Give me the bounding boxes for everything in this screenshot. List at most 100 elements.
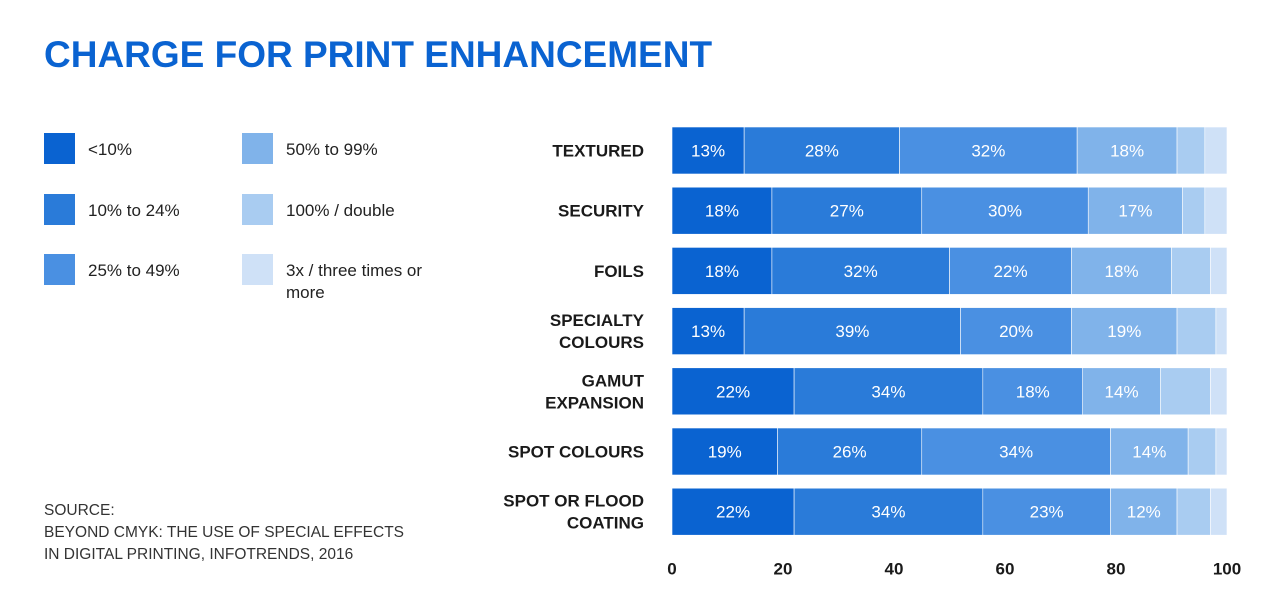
legend-label: 3x / three times or more bbox=[286, 261, 423, 302]
bar-segment bbox=[960, 307, 1072, 355]
data-label: 18% bbox=[705, 202, 739, 221]
bar-segment bbox=[1076, 126, 1178, 175]
data-label: 13% bbox=[691, 142, 725, 161]
x-tick-label: 60 bbox=[996, 559, 1015, 578]
category-label: COATING bbox=[567, 514, 644, 533]
data-label: 19% bbox=[708, 443, 742, 462]
bar-segment bbox=[1210, 487, 1228, 536]
data-label: 32% bbox=[844, 262, 878, 281]
data-label: 14% bbox=[1132, 443, 1166, 462]
legend-swatch bbox=[242, 194, 273, 225]
bar-segment bbox=[793, 367, 984, 416]
legend-item-25-49: 25% to 49% bbox=[44, 254, 238, 285]
bar-segment bbox=[921, 427, 1111, 476]
bar-segment bbox=[1160, 367, 1211, 416]
stacked-bar-chart: TEXTURED 13% 28% 32% 18% SECURITY 18% 27% 30% 17%… bbox=[503, 126, 1241, 578]
data-label: 14% bbox=[1105, 382, 1139, 401]
data-label: 34% bbox=[871, 503, 905, 522]
bar-segment bbox=[1215, 307, 1228, 355]
bar-segment bbox=[1204, 126, 1228, 175]
data-label: 27% bbox=[830, 202, 864, 221]
data-label: 22% bbox=[716, 503, 750, 522]
data-label: 18% bbox=[1105, 262, 1139, 281]
source-line: SOURCE: bbox=[44, 502, 115, 519]
category-label: SPOT OR FLOOD bbox=[503, 492, 644, 511]
bar-segment bbox=[671, 307, 745, 355]
bar-segment bbox=[1182, 186, 1206, 235]
category-label: EXPANSION bbox=[545, 393, 644, 412]
source-line: IN DIGITAL PRINTING, INFOTRENDS, 2016 bbox=[44, 546, 354, 563]
bar-segment bbox=[1087, 186, 1183, 235]
x-tick-label: 80 bbox=[1107, 559, 1126, 578]
bar-segment bbox=[1215, 427, 1228, 476]
category-label: SPECIALTY bbox=[550, 311, 645, 330]
data-label: 28% bbox=[805, 142, 839, 161]
bar-segment bbox=[771, 186, 923, 235]
legend-swatch bbox=[44, 254, 75, 285]
legend-swatch bbox=[44, 133, 75, 164]
x-tick-label: 100 bbox=[1213, 559, 1241, 578]
bar-segment bbox=[1176, 307, 1217, 355]
legend-swatch bbox=[242, 254, 273, 285]
bar-segment bbox=[1210, 367, 1228, 416]
bar-segment bbox=[671, 186, 773, 235]
legend-label: 50% to 99% bbox=[286, 140, 378, 159]
source-line: BEYOND CMYK: THE USE OF SPECIAL EFFECTS bbox=[44, 524, 405, 541]
data-label: 22% bbox=[994, 262, 1028, 281]
data-label: 12% bbox=[1127, 503, 1161, 522]
data-label: 22% bbox=[716, 382, 750, 401]
chart-title: CHARGE FOR PRINT ENHANCEMENT bbox=[44, 34, 713, 75]
bar-segment bbox=[777, 427, 923, 476]
data-label: 13% bbox=[691, 322, 725, 341]
legend: <10% 10% to 24% 25% to 49% 50% to 99% 10… bbox=[44, 133, 464, 313]
x-tick-label: 20 bbox=[774, 559, 793, 578]
source-note: SOURCE: BEYOND CMYK: THE USE OF SPECIAL … bbox=[44, 500, 404, 566]
bar-segment bbox=[982, 487, 1111, 536]
legend-item-10-24: 10% to 24% bbox=[44, 194, 238, 225]
legend-item-50-99: 50% to 99% bbox=[242, 133, 436, 164]
x-tick-label: 40 bbox=[885, 559, 904, 578]
x-tick-label: 0 bbox=[667, 559, 676, 578]
data-label: 20% bbox=[999, 322, 1033, 341]
data-label: 19% bbox=[1107, 322, 1141, 341]
bar-segment bbox=[1110, 487, 1178, 536]
data-label: 18% bbox=[1016, 382, 1050, 401]
data-label: 18% bbox=[705, 262, 739, 281]
bar-segment bbox=[671, 126, 745, 175]
data-label: 39% bbox=[835, 322, 869, 341]
bar-segment bbox=[671, 367, 795, 416]
bar-segment bbox=[1071, 247, 1172, 295]
legend-item-lt10: <10% bbox=[44, 133, 238, 164]
data-label: 34% bbox=[999, 443, 1033, 462]
bar-segment bbox=[921, 186, 1089, 235]
bar-segment bbox=[671, 487, 795, 536]
data-label: 18% bbox=[1110, 142, 1144, 161]
category-label: SECURITY bbox=[558, 202, 645, 221]
category-label: GAMUT bbox=[582, 371, 645, 390]
bar-segment bbox=[1176, 487, 1211, 536]
bar-segment bbox=[1210, 247, 1228, 295]
bar-segment bbox=[1171, 247, 1211, 295]
data-label: 26% bbox=[833, 443, 867, 462]
data-label: 32% bbox=[971, 142, 1005, 161]
legend-item-double: 100% / double bbox=[242, 194, 436, 225]
bar-segment bbox=[1204, 186, 1228, 235]
bar-segment bbox=[1176, 126, 1206, 175]
legend-label: <10% bbox=[88, 140, 132, 159]
category-label: SPOT COLOURS bbox=[508, 443, 644, 462]
bar-segment bbox=[1082, 367, 1161, 416]
bar-segment bbox=[743, 126, 900, 175]
bar-segment bbox=[743, 307, 961, 355]
bar-segment bbox=[671, 247, 773, 295]
legend-item-triple: 3x / three times or more bbox=[242, 254, 436, 304]
bar-segment bbox=[982, 367, 1083, 416]
legend-swatch bbox=[44, 194, 75, 225]
bar-segment bbox=[1071, 307, 1178, 355]
legend-label: 25% to 49% bbox=[88, 261, 180, 280]
data-label: 23% bbox=[1030, 503, 1064, 522]
legend-swatch bbox=[242, 133, 273, 164]
bar-segment bbox=[671, 427, 778, 476]
legend-label: 100% / double bbox=[286, 201, 395, 220]
data-label: 17% bbox=[1118, 202, 1152, 221]
bar-segment bbox=[1187, 427, 1217, 476]
